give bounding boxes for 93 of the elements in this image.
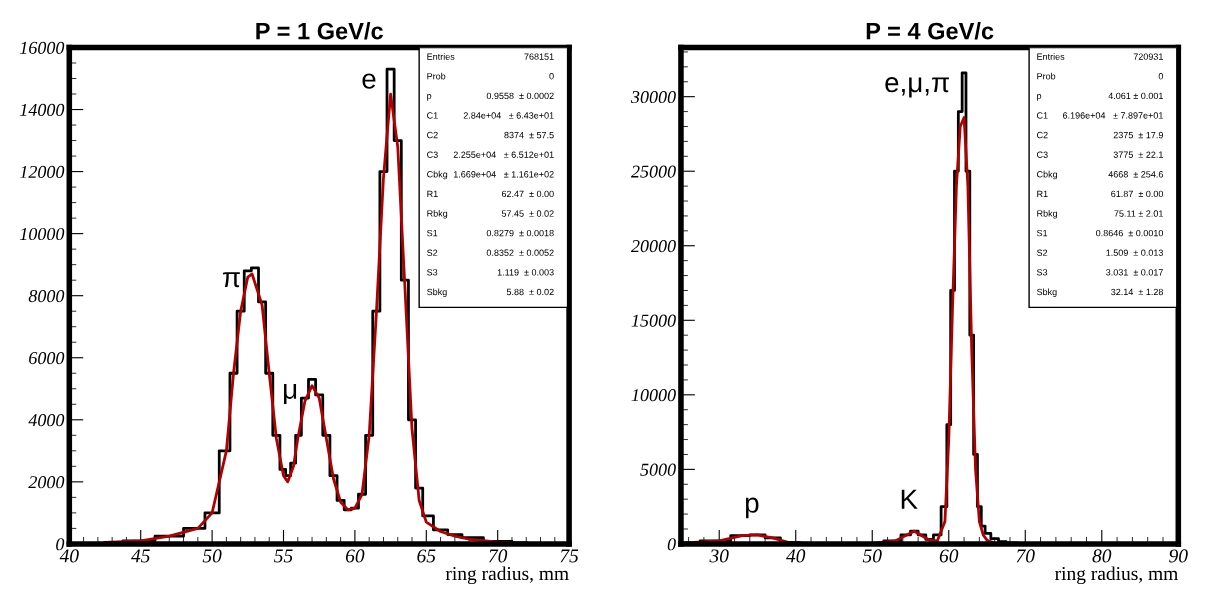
annotation: 4668 ± 254.6 (1108, 171, 1163, 178)
annotation: 32.14 ± 1.28 (1111, 288, 1163, 296)
annotation: Prob (427, 72, 446, 80)
x-tick-label: 60 (345, 549, 365, 563)
annotation: C3 (427, 151, 438, 158)
chart-title: P = 4 GeV/c (866, 22, 994, 40)
annotation: R1 (427, 190, 438, 197)
y-tick-label: 16000 (19, 41, 65, 54)
annotation: 61.87 ± 0.00 (1111, 190, 1164, 198)
x-tick-label: 40 (786, 549, 806, 563)
y-tick-label: 14000 (19, 103, 65, 116)
x-tick-label: 70 (489, 549, 508, 563)
y-tick-label: 5000 (640, 463, 676, 476)
annotation: 5.88 ± 0.02 (506, 288, 554, 296)
annotation: 57.45 ± 0.02 (501, 210, 554, 217)
y-tick-label: 8000 (28, 289, 65, 303)
annotation: 4.061 ± 0.001 (1108, 92, 1163, 100)
annotation: 768151 (524, 53, 554, 60)
annotation: C3 (1037, 151, 1048, 158)
x-tick-label: 60 (939, 549, 959, 563)
annotation: 0.9558 ± 0.0002 (486, 92, 554, 100)
annotation: Prob (1037, 72, 1056, 80)
y-tick-label: 2000 (28, 476, 65, 489)
annotation: C1 (427, 112, 438, 119)
y-tick-label: 12000 (19, 165, 65, 179)
x-tick-label: 75 (560, 549, 579, 563)
annotation: S3 (1036, 269, 1048, 276)
annotation: S1 (1036, 229, 1048, 237)
annotation: 0.8352 ± 0.0052 (486, 249, 554, 256)
annotation: 1.119 ± 0.003 (497, 269, 554, 276)
x-tick-label: 65 (417, 549, 436, 563)
y-tick-label: 15000 (631, 314, 676, 327)
annotation: 2.84e+04 ± 6.43e+01 (463, 112, 554, 119)
y-tick-label: 10000 (19, 227, 65, 241)
chart-title: P = 1 GeV/c (256, 22, 383, 40)
y-tick-label: 25000 (630, 165, 676, 178)
x-axis-title: ring radius, mm (445, 566, 569, 585)
x-tick-label: 70 (1016, 549, 1035, 563)
x-tick-label: 50 (202, 549, 222, 563)
x-tick-label: 90 (1169, 549, 1188, 563)
y-tick-label: 4000 (28, 414, 65, 427)
annotation: K (901, 489, 918, 509)
annotation: 3775 ± 22.1 (1113, 151, 1163, 158)
annotation: 0 (549, 73, 554, 80)
x-tick-label: 30 (709, 549, 729, 563)
annotation: e,μ,π (885, 77, 949, 98)
annotation: 8374 ± 57.5 (504, 131, 554, 139)
y-tick-label: 0 (667, 538, 676, 551)
annotation: p (427, 94, 432, 101)
x-tick-label: 55 (274, 549, 293, 563)
x-tick-label: 40 (59, 549, 79, 563)
annotation: Rbkg (427, 210, 448, 219)
annotation: 75.11 ± 2.01 (1114, 210, 1163, 217)
annotation: Cbkg (427, 170, 448, 180)
annotation: 720931 (1133, 53, 1163, 60)
annotation: 62.47 ± 0.00 (501, 190, 554, 198)
y-tick-label: 30000 (630, 90, 676, 104)
annotation: S3 (427, 269, 438, 276)
x-tick-label: 50 (862, 549, 882, 563)
y-tick-label: 6000 (29, 352, 65, 365)
annotation: S2 (427, 249, 438, 256)
annotation: S2 (1036, 249, 1048, 256)
annotation: 6.196e+04 ± 7.897e+01 (1063, 112, 1163, 119)
x-axis-title: ring radius, mm (1055, 566, 1178, 585)
annotation: C1 (1037, 112, 1048, 119)
annotation: 3.031 ± 0.017 (1106, 269, 1163, 276)
y-tick-label: 20000 (630, 240, 676, 253)
annotation: 2.255e+04 ± 6.512e+01 (453, 151, 554, 158)
annotation: p (1037, 94, 1042, 101)
x-tick-label: 80 (1092, 549, 1112, 563)
annotation: Sbkg (427, 288, 447, 297)
annotation: μ (284, 384, 297, 405)
annotation: S1 (427, 229, 438, 237)
annotation: 0 (1158, 73, 1164, 80)
annotation: e (362, 73, 376, 89)
annotation: 0.8279 ± 0.0018 (486, 229, 554, 237)
annotation: R1 (1037, 190, 1048, 197)
annotation: Cbkg (1037, 170, 1058, 180)
annotation: Rbkg (1037, 210, 1058, 219)
annotation: Entries (427, 53, 455, 60)
annotation: p (745, 497, 759, 519)
annotation: 1.509 ± 0.013 (1106, 249, 1163, 256)
annotation: 2375 ± 17.9 (1113, 131, 1163, 139)
annotation: 0.8646 ± 0.0010 (1096, 229, 1164, 237)
annotation: C2 (1037, 131, 1048, 139)
annotation: π (222, 272, 240, 288)
annotation: Sbkg (1036, 288, 1057, 297)
x-tick-label: 45 (131, 549, 150, 563)
annotation: C2 (427, 131, 438, 139)
y-tick-label: 10000 (631, 389, 676, 402)
y-tick-label: 0 (56, 538, 65, 551)
annotation: 1.669e+04 ± 1.161e+02 (453, 171, 554, 178)
annotation: Entries (1037, 53, 1065, 60)
